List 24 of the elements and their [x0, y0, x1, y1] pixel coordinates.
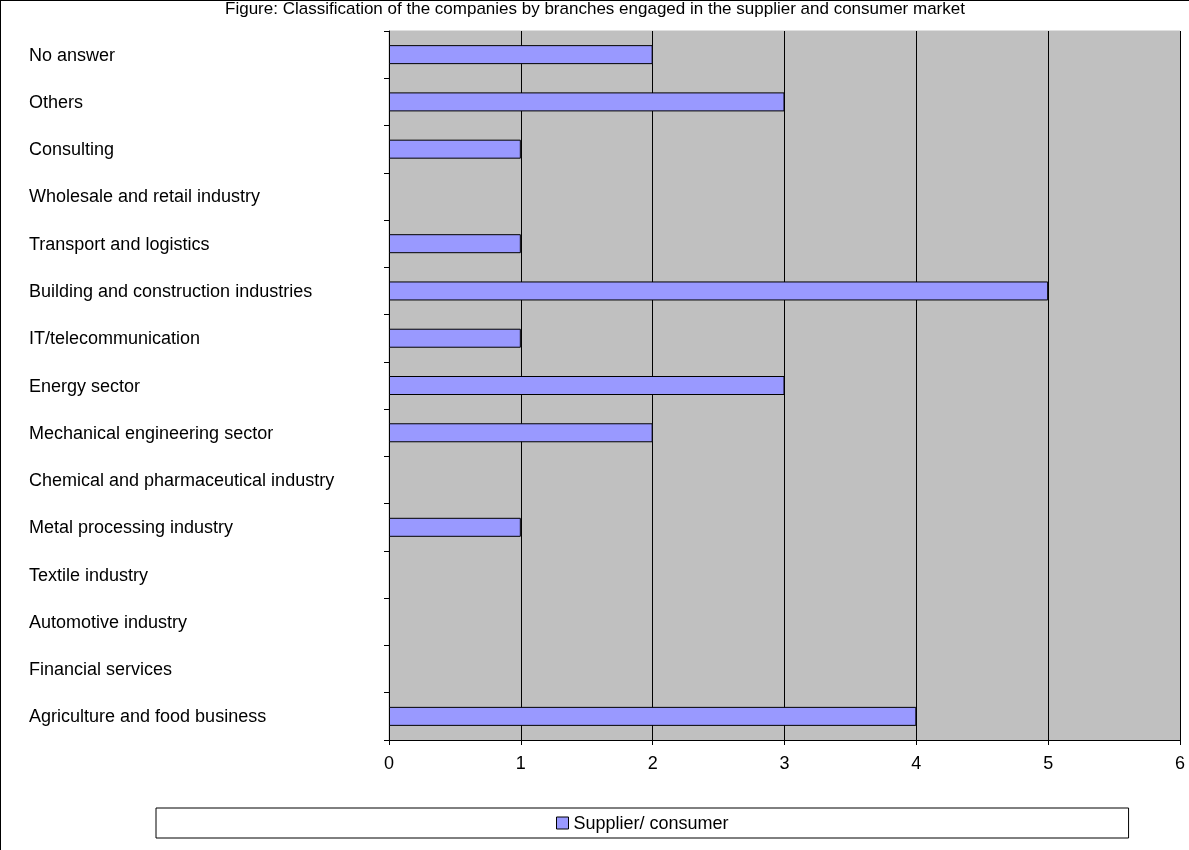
y-tick-label: IT/telecommunication	[29, 328, 201, 349]
x-tick-label: 6	[1174, 753, 1186, 773]
y-tick-label: Building and construction industries	[29, 280, 313, 301]
x-tick-label: 1	[515, 753, 526, 773]
x-tick-label: 5	[1043, 753, 1054, 773]
x-tick-label: 4	[911, 753, 922, 773]
y-tick-label: Consulting	[29, 139, 115, 160]
x-tick-label: 3	[779, 753, 790, 773]
y-tick-label: No answer	[29, 44, 116, 65]
y-tick-label: Wholesale and retail industry	[29, 186, 261, 207]
chart-title: Figure: Classification of the companies by branches engaged in the supplier and consumer market	[225, 0, 966, 18]
y-tick-label: Mechanical engineering sector	[29, 422, 274, 443]
y-tick-label: Financial services	[29, 659, 173, 680]
x-tick-label: 0	[383, 753, 395, 773]
y-tick-label: Energy sector	[29, 375, 141, 396]
y-tick-label: Automotive industry	[29, 611, 188, 632]
y-tick-label: Chemical and pharmaceutical industry	[29, 470, 335, 491]
y-tick-label: Textile industry	[29, 564, 149, 585]
legend-label: Supplier/ consumer	[573, 813, 729, 833]
x-tick-label: 2	[647, 753, 658, 773]
y-tick-label: Metal processing industry	[29, 517, 234, 538]
y-tick-label: Agriculture and food business	[29, 706, 267, 727]
y-tick-label: Transport and logistics	[29, 233, 210, 254]
y-tick-label: Others	[29, 91, 84, 112]
